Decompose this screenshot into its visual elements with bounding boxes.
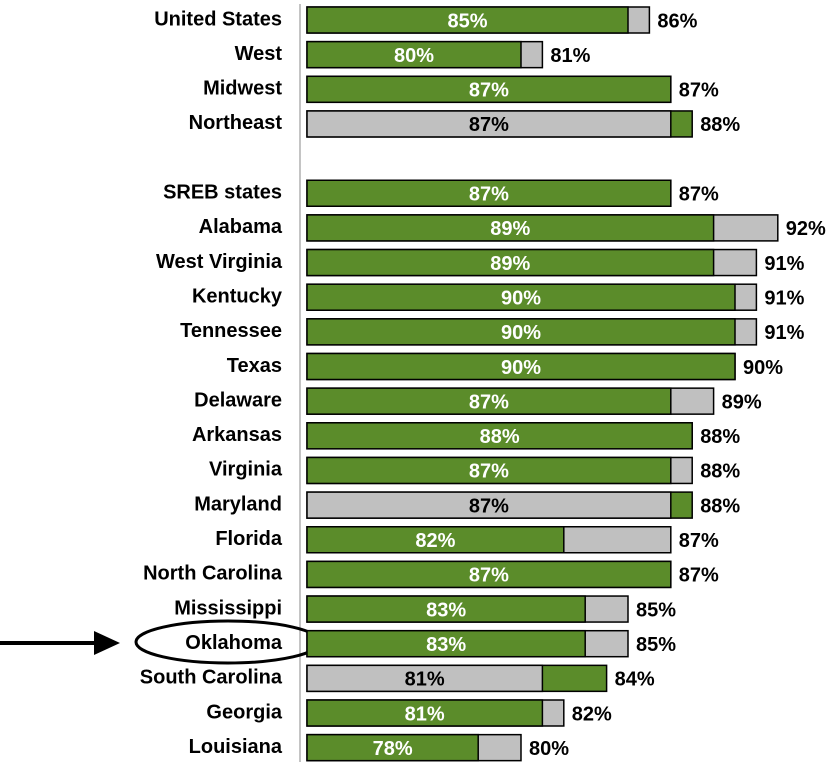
category-label: Oklahoma — [185, 632, 283, 654]
total-label: 91% — [764, 322, 804, 344]
total-label: 87% — [679, 565, 719, 587]
bar — [306, 248, 715, 277]
category-label: West — [235, 43, 283, 65]
bar — [306, 40, 522, 69]
total-label: 88% — [700, 461, 740, 483]
category-label: Florida — [215, 528, 283, 550]
category-label: Mississippi — [174, 597, 282, 619]
total-label: 88% — [700, 114, 740, 136]
bar — [306, 560, 672, 589]
bar — [306, 214, 715, 242]
total-label: 88% — [700, 495, 740, 517]
total-label: 88% — [700, 426, 740, 448]
total-label: 86% — [657, 10, 697, 32]
total-label: 89% — [722, 391, 762, 413]
category-label: Arkansas — [192, 424, 282, 446]
total-label: 87% — [679, 80, 719, 102]
value-label: 87% — [469, 461, 509, 483]
value-label: 78% — [373, 738, 413, 760]
category-label: Kentucky — [192, 285, 283, 307]
arrow-head — [94, 631, 120, 655]
total-label: 81% — [550, 45, 590, 67]
value-label: 83% — [426, 634, 466, 656]
category-label: Virginia — [209, 459, 283, 481]
value-label: 87% — [469, 391, 509, 413]
category-label: United States — [154, 8, 282, 30]
value-label: 89% — [490, 253, 530, 275]
value-label: 90% — [501, 357, 541, 379]
value-label: 87% — [469, 565, 509, 587]
value-label: 83% — [426, 599, 466, 621]
value-label: 90% — [501, 322, 541, 344]
value-label: 87% — [469, 114, 509, 136]
total-label: 91% — [764, 287, 804, 309]
bar — [306, 179, 672, 207]
bar — [306, 595, 586, 623]
value-label: 89% — [490, 218, 530, 240]
total-label: 87% — [679, 530, 719, 552]
value-label: 81% — [405, 669, 445, 691]
total-label: 92% — [786, 218, 826, 240]
bar — [306, 110, 672, 138]
total-label: 84% — [615, 669, 655, 691]
value-label: 87% — [469, 80, 509, 102]
value-label: 88% — [480, 426, 520, 448]
bar — [306, 387, 672, 415]
value-label: 90% — [501, 287, 541, 309]
bar — [306, 352, 736, 381]
category-label: SREB states — [163, 182, 282, 204]
bar — [306, 526, 565, 554]
category-label: Louisiana — [189, 736, 283, 758]
total-label: 80% — [529, 738, 569, 760]
value-label: 80% — [394, 45, 434, 67]
value-label: 85% — [447, 10, 487, 32]
category-label: Delaware — [194, 389, 282, 411]
total-label: 82% — [572, 703, 612, 725]
total-label: 90% — [743, 357, 783, 379]
bar — [306, 664, 544, 693]
category-label: Texas — [227, 355, 282, 377]
total-label: 85% — [636, 599, 676, 621]
total-label: 87% — [679, 184, 719, 206]
category-label: North Carolina — [143, 563, 283, 585]
bar — [306, 491, 672, 519]
bar — [306, 422, 693, 450]
total-label: 85% — [636, 634, 676, 656]
category-label: Georgia — [206, 701, 282, 723]
category-label: Northeast — [189, 112, 283, 134]
value-label: 87% — [469, 495, 509, 517]
bar — [306, 629, 586, 658]
category-label: West Virginia — [156, 251, 283, 273]
category-label: Alabama — [199, 216, 283, 238]
bar — [306, 318, 736, 346]
category-label: South Carolina — [140, 667, 283, 689]
value-label: 87% — [469, 184, 509, 206]
value-label: 81% — [405, 703, 445, 725]
bar — [306, 456, 672, 485]
bar — [306, 283, 736, 311]
total-label: 91% — [764, 253, 804, 275]
category-label: Maryland — [194, 493, 282, 515]
category-label: Midwest — [203, 78, 282, 100]
bar — [306, 699, 544, 727]
value-label: 82% — [415, 530, 455, 552]
bar — [306, 733, 479, 762]
bar — [306, 75, 672, 104]
bar — [306, 6, 629, 34]
category-label: Tennessee — [180, 320, 282, 342]
